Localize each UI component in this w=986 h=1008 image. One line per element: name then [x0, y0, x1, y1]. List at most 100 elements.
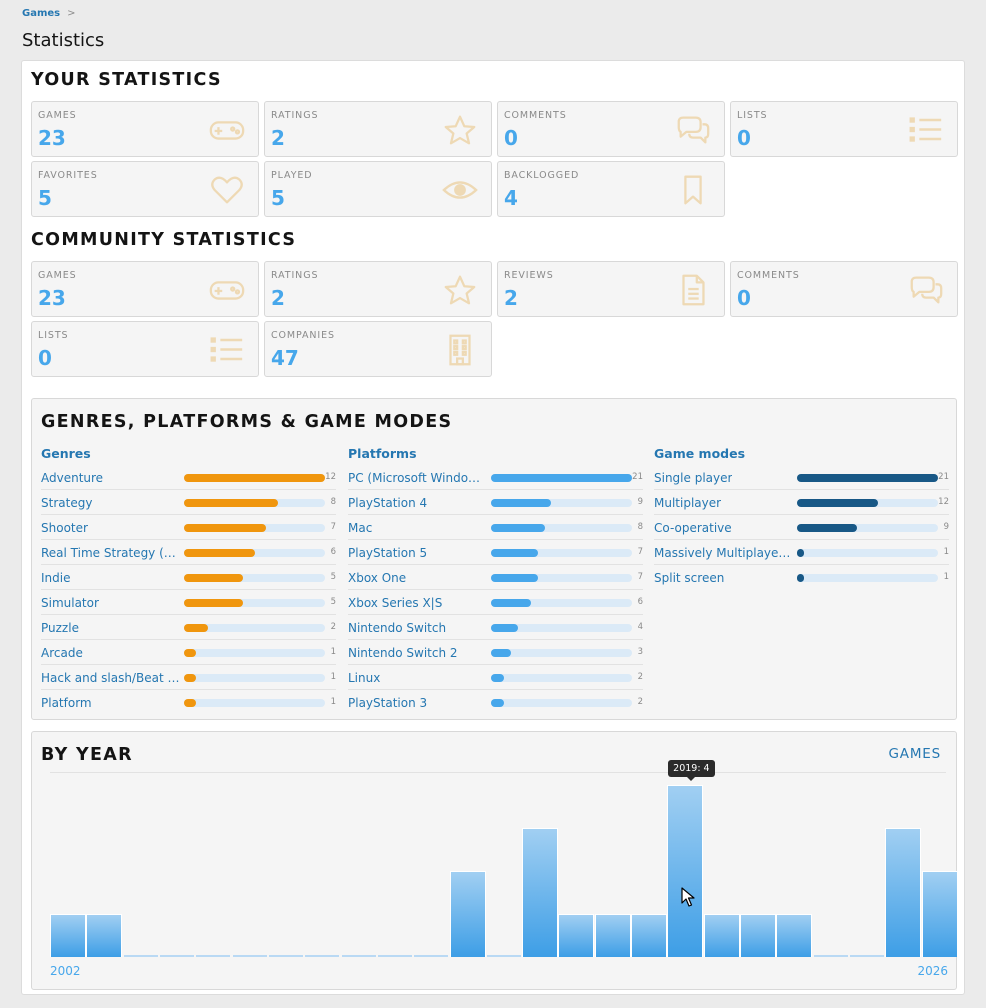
year-bar-2024[interactable] — [850, 955, 884, 957]
stat-tile-ratings: RATINGS 2 — [264, 261, 492, 317]
platforms-item-link[interactable]: PC (Microsoft Windows) — [348, 471, 488, 485]
platforms-item-link[interactable]: Nintendo Switch — [348, 621, 447, 635]
comments-icon — [674, 113, 712, 147]
stat-label: GAMES — [38, 270, 77, 281]
year-bar-2023[interactable] — [814, 955, 848, 957]
year-bar-2008[interactable] — [269, 955, 303, 957]
platforms-bar-fill — [491, 524, 545, 532]
year-bar-2007[interactable] — [233, 955, 267, 957]
platforms-bar-track — [491, 524, 632, 532]
genres-item-link[interactable]: Simulator — [41, 596, 99, 610]
genres-bar-track — [184, 524, 325, 532]
genres-bar-fill — [184, 524, 267, 532]
stat-label: COMMENTS — [504, 110, 567, 121]
platforms-heading: Platforms — [348, 446, 417, 461]
comments-icon — [907, 273, 945, 307]
genres-item-link[interactable]: Indie — [41, 571, 71, 585]
year-bar-2005[interactable] — [160, 955, 194, 957]
year-bar-2014[interactable] — [487, 955, 521, 957]
platforms-bar-fill — [491, 599, 532, 607]
year-bar-2016[interactable] — [558, 914, 594, 957]
modes-item-link[interactable]: Multiplayer — [654, 496, 722, 510]
by-year-title: BY YEAR — [41, 745, 133, 765]
modes-item-link[interactable]: Split screen — [654, 571, 725, 585]
genres-bar-track — [184, 599, 325, 607]
modes-bar-track — [797, 524, 938, 532]
stat-value: 23 — [38, 126, 66, 150]
year-bar-2006[interactable] — [196, 955, 230, 957]
platforms-item-link[interactable]: Xbox Series X|S — [348, 596, 443, 610]
genres-item-link[interactable]: Shooter — [41, 521, 88, 535]
year-bar-2009[interactable] — [305, 955, 339, 957]
platforms-item-link[interactable]: PlayStation 3 — [348, 696, 428, 710]
stat-label: COMMENTS — [737, 270, 800, 281]
year-bar-2019[interactable] — [667, 785, 703, 957]
year-bar-2013[interactable] — [450, 871, 486, 957]
by-year-start-label: 2002 — [50, 964, 81, 978]
platforms-row: PlayStation 5 7 — [348, 540, 643, 565]
year-bar-2011[interactable] — [378, 955, 412, 957]
modes-item-count: 12 — [938, 497, 949, 507]
genres-bar-track — [184, 549, 325, 557]
platforms-item-link[interactable]: Mac — [348, 521, 373, 535]
modes-row: Multiplayer 12 — [654, 490, 949, 515]
genres-item-link[interactable]: Adventure — [41, 471, 104, 485]
year-bar-2012[interactable] — [414, 955, 448, 957]
modes-bar-fill — [797, 549, 804, 557]
breadcrumb-games-link[interactable]: Games — [22, 8, 61, 19]
stat-tile-lists: LISTS 0 — [31, 321, 259, 377]
platforms-bar-track — [491, 474, 632, 482]
genres-item-link[interactable]: Real Time Strategy (RTS) — [41, 546, 181, 560]
statistics-card: YOUR STATISTICS GAMES 23 RATINGS 2 COMMENTS 0… — [21, 60, 965, 995]
platforms-bar-fill — [491, 474, 632, 482]
stat-value: 2 — [271, 126, 285, 150]
building-icon — [441, 333, 479, 367]
year-bar-2021[interactable] — [740, 914, 776, 957]
genres-item-link[interactable]: Puzzle — [41, 621, 79, 635]
genres-row: Puzzle 2 — [41, 615, 336, 640]
modes-bar-track — [797, 474, 938, 482]
stat-value: 23 — [38, 286, 66, 310]
by-year-games-link[interactable]: GAMES — [888, 746, 941, 762]
year-bar-2015[interactable] — [522, 828, 558, 957]
genres-item-link[interactable]: Hack and slash/Beat 'em ... — [41, 671, 181, 685]
platforms-bar-track — [491, 699, 632, 707]
platforms-item-link[interactable]: Xbox One — [348, 571, 407, 585]
stat-label: RATINGS — [271, 270, 319, 281]
modes-item-count: 9 — [943, 522, 949, 532]
modes-item-link[interactable]: Massively Multiplayer On... — [654, 546, 794, 560]
year-bar-2017[interactable] — [595, 914, 631, 957]
breadcrumb-separator: > — [67, 8, 76, 19]
platforms-bar-fill — [491, 499, 552, 507]
platforms-item-link[interactable]: Linux — [348, 671, 381, 685]
stat-tile-ratings: RATINGS 2 — [264, 101, 492, 157]
genres-bar-fill — [184, 674, 196, 682]
platforms-item-link[interactable]: PlayStation 5 — [348, 546, 428, 560]
modes-row: Massively Multiplayer On... 1 — [654, 540, 949, 565]
genres-item-link[interactable]: Platform — [41, 696, 92, 710]
year-bar-2025[interactable] — [885, 828, 921, 957]
year-bar-2003[interactable] — [86, 914, 122, 957]
platforms-item-link[interactable]: Nintendo Switch 2 — [348, 646, 458, 660]
genres-item-link[interactable]: Strategy — [41, 496, 93, 510]
platforms-bar-track — [491, 549, 632, 557]
genres-platforms-modes-panel: GENRES, PLATFORMS & GAME MODES Genres Adv… — [31, 398, 957, 720]
platforms-bar-track — [491, 649, 632, 657]
breadcrumb: Games > — [22, 8, 76, 19]
document-icon — [674, 273, 712, 307]
platforms-item-link[interactable]: PlayStation 4 — [348, 496, 428, 510]
year-bar-2026[interactable] — [922, 871, 958, 957]
year-bar-2018[interactable] — [631, 914, 667, 957]
modes-item-link[interactable]: Single player — [654, 471, 733, 485]
year-bar-2004[interactable] — [124, 955, 158, 957]
year-bar-2002[interactable] — [50, 914, 86, 957]
year-bar-2022[interactable] — [776, 914, 812, 957]
modes-item-link[interactable]: Co-operative — [654, 521, 732, 535]
gamepad-icon — [208, 113, 246, 147]
year-bar-2020[interactable] — [704, 914, 740, 957]
stat-value: 0 — [737, 126, 751, 150]
genres-item-link[interactable]: Arcade — [41, 646, 83, 660]
year-bar-2010[interactable] — [342, 955, 376, 957]
stat-tile-comments: COMMENTS 0 — [730, 261, 958, 317]
platforms-row: Linux 2 — [348, 665, 643, 690]
